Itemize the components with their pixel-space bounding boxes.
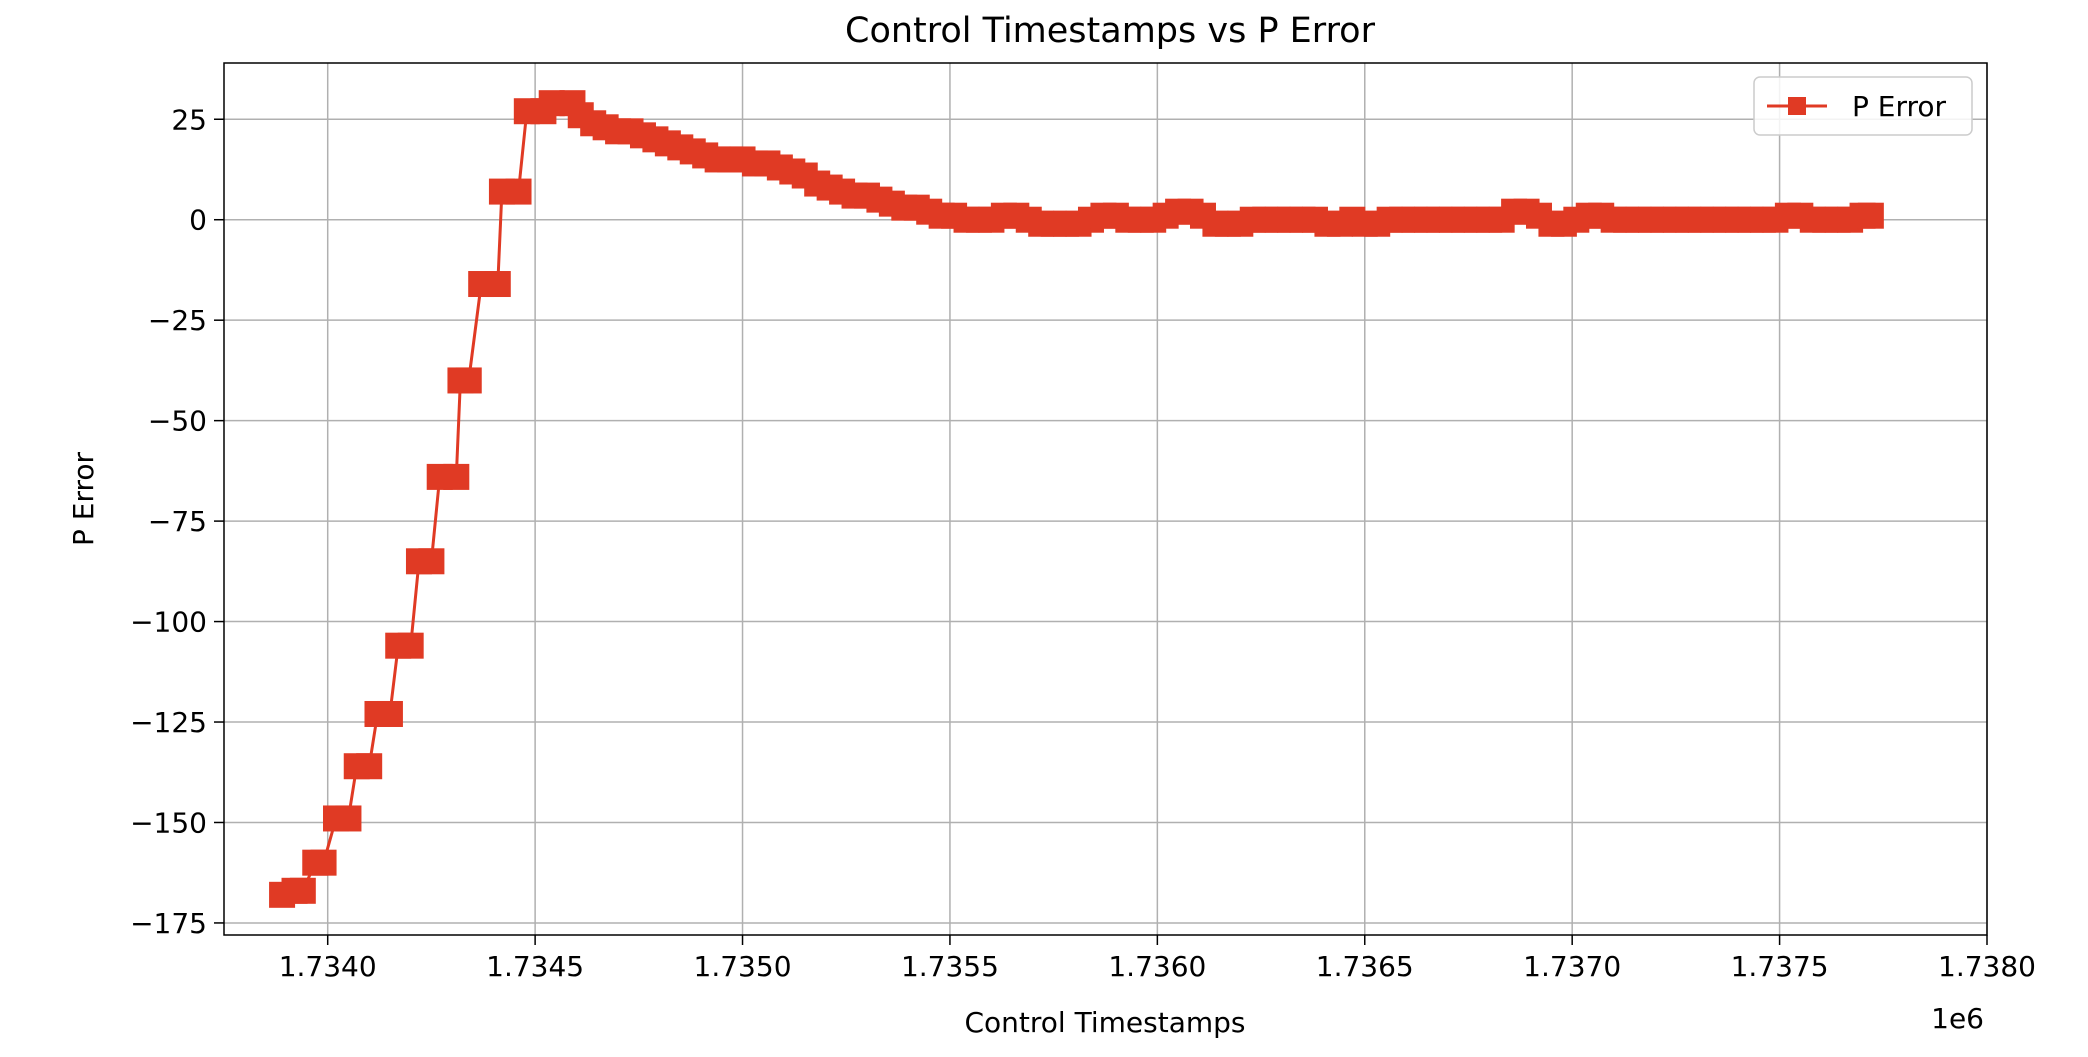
y-tick-label: −50 <box>148 405 207 438</box>
legend-marker-swatch <box>1788 97 1806 115</box>
data-point-marker <box>1857 202 1884 229</box>
y-tick-label: −150 <box>130 806 207 839</box>
plot-series <box>269 90 1884 908</box>
data-point-marker <box>484 271 511 298</box>
x-tick-label: 1.7375 <box>1731 950 1829 983</box>
legend: P Error <box>1753 76 1973 136</box>
x-tick-label: 1.7360 <box>1108 950 1206 983</box>
y-ticks: 25 0 −25 −50 −75 −100 −125 −150 −175 <box>130 103 224 940</box>
x-tick-label: 1.7380 <box>1938 950 2036 983</box>
legend-box <box>1753 76 1973 136</box>
data-point-marker <box>505 178 532 205</box>
grid <box>224 63 1988 935</box>
x-tick-label: 1.7365 <box>1316 950 1414 983</box>
x-ticks: 1.7340 1.7345 1.7350 1.7355 1.7360 1.7365 1.73… <box>279 935 2036 983</box>
data-point-marker <box>335 805 362 832</box>
plot-frame <box>223 62 1988 936</box>
y-tick-label: −100 <box>130 606 207 639</box>
data-point-marker <box>455 367 482 394</box>
y-tick-label: −25 <box>148 304 207 337</box>
y-tick-label: −125 <box>130 706 207 739</box>
y-axis-label: P Error <box>67 452 100 547</box>
x-tick-label: 1.7370 <box>1523 950 1621 983</box>
x-axis-offset-label: 1e6 <box>1931 1002 1984 1035</box>
y-tick-label: 25 <box>171 103 207 136</box>
data-point-marker <box>310 849 337 876</box>
y-tick-label: −175 <box>130 907 207 940</box>
x-tick-label: 1.7350 <box>694 950 792 983</box>
data-point-marker <box>376 700 403 727</box>
x-tick-label: 1.7355 <box>901 950 999 983</box>
data-point-marker <box>356 753 383 780</box>
x-tick-label: 1.7340 <box>279 950 377 983</box>
chart-title: Control Timestamps vs P Error <box>845 11 1376 51</box>
y-tick-label: 0 <box>189 204 207 237</box>
x-axis-label: Control Timestamps <box>965 1006 1246 1039</box>
data-point-marker <box>418 548 445 575</box>
data-point-marker <box>289 877 316 904</box>
x-tick-label: 1.7345 <box>486 950 584 983</box>
data-point-marker <box>443 463 470 490</box>
legend-label-p-error: P Error <box>1852 90 1947 123</box>
data-point-marker <box>397 632 424 659</box>
y-tick-label: −75 <box>148 505 207 538</box>
